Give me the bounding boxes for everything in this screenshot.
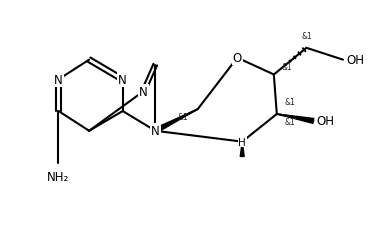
Polygon shape (277, 114, 314, 124)
Polygon shape (154, 110, 198, 133)
Text: &1: &1 (285, 118, 296, 127)
Text: N: N (54, 74, 63, 86)
Text: NH₂: NH₂ (47, 170, 70, 183)
Text: OH: OH (346, 54, 364, 67)
Text: N: N (151, 125, 160, 138)
Text: &1: &1 (285, 98, 296, 107)
Text: OH: OH (316, 115, 334, 128)
Text: N: N (139, 85, 148, 98)
Text: O: O (233, 52, 242, 65)
Text: &1: &1 (177, 113, 188, 122)
Text: N: N (118, 74, 127, 86)
Polygon shape (240, 142, 244, 157)
Text: &1: &1 (301, 32, 312, 41)
Text: H: H (238, 137, 246, 147)
Text: &1: &1 (282, 63, 293, 72)
